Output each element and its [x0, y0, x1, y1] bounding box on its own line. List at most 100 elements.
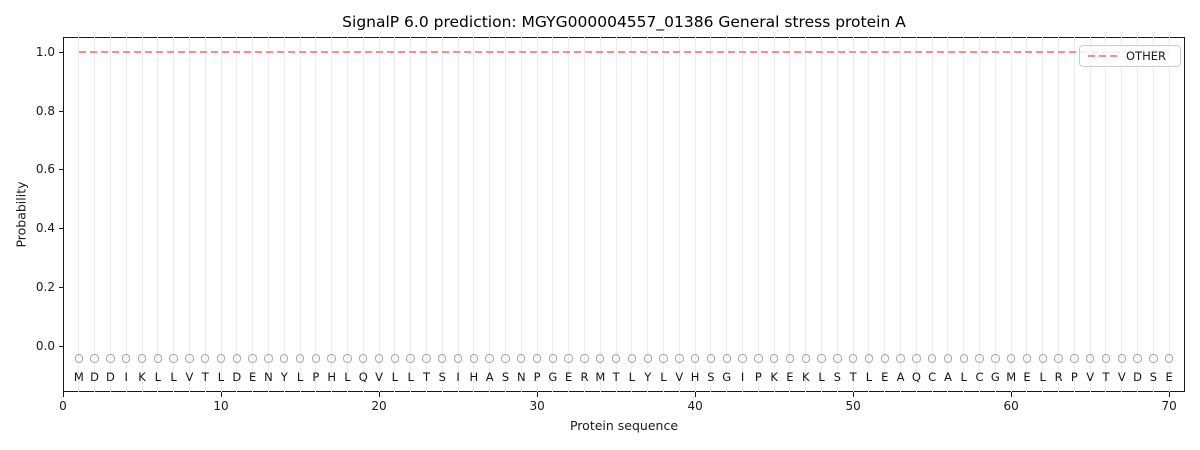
y-tick-label: 0.2 — [35, 280, 55, 295]
sequence-marker — [485, 354, 494, 363]
sequence-marker — [280, 354, 289, 363]
sequence-marker — [627, 354, 637, 363]
sequence-letter: A — [485, 369, 494, 384]
sequence-letter: G — [548, 369, 558, 384]
sequence-marker — [675, 354, 684, 363]
sequence-marker — [153, 354, 162, 363]
gridline — [1026, 37, 1028, 392]
gridline — [1058, 37, 1060, 392]
sequence-letter: T — [849, 369, 857, 384]
sequence-marker — [359, 354, 368, 363]
sequence-letter: G — [990, 369, 1000, 384]
sequence-marker — [580, 354, 589, 363]
gridline — [836, 37, 838, 392]
plot-area — [63, 37, 1185, 392]
gridline — [615, 37, 617, 392]
sequence-marker — [438, 354, 447, 363]
gridline — [299, 37, 301, 392]
gridline — [473, 37, 475, 392]
gridline — [789, 37, 791, 392]
gridline — [204, 37, 206, 392]
y-tick-label: 0.8 — [35, 103, 55, 118]
gridline — [1105, 37, 1107, 392]
sequence-letter: H — [469, 369, 479, 384]
gridline — [742, 37, 744, 392]
x-tick-mark — [536, 392, 538, 397]
sequence-letter: M — [73, 369, 84, 384]
sequence-letter: Y — [280, 369, 288, 384]
gridline — [805, 37, 807, 392]
gridline — [1168, 37, 1170, 392]
gridline — [1073, 37, 1075, 392]
sequence-letter: P — [1070, 369, 1078, 384]
sequence-marker — [564, 354, 573, 363]
x-tick-label: 0 — [59, 399, 67, 413]
gridline — [362, 37, 364, 392]
y-axis-label: Probability — [13, 180, 29, 248]
gridline — [915, 37, 917, 392]
sequence-letter: S — [1149, 369, 1158, 384]
sequence-letter: I — [740, 369, 745, 384]
sequence-letter: V — [185, 369, 194, 384]
gridline — [125, 37, 127, 392]
sequence-marker — [374, 354, 384, 363]
gridline — [963, 37, 965, 392]
legend-label-other: OTHER — [1126, 49, 1166, 63]
gridline — [536, 37, 538, 392]
sequence-letter: C — [928, 369, 937, 384]
sequence-marker — [517, 354, 526, 363]
sequence-letter: S — [833, 369, 841, 384]
sequence-letter: K — [801, 369, 810, 384]
sequence-letter: V — [375, 369, 383, 384]
sequence-marker — [137, 354, 147, 363]
gridline — [441, 37, 443, 392]
gridline — [852, 37, 854, 392]
gridline — [188, 37, 190, 392]
sequence-letter: N — [264, 369, 273, 384]
gridline — [884, 37, 886, 392]
sequence-marker — [738, 354, 747, 363]
sequence-marker — [311, 354, 321, 363]
x-tick-label: 30 — [529, 399, 545, 413]
sequence-marker — [643, 354, 652, 363]
sequence-marker — [769, 354, 779, 363]
sequence-marker — [1054, 354, 1063, 363]
sequence-marker — [959, 354, 968, 363]
sequence-marker — [754, 354, 763, 363]
sequence-marker — [74, 354, 83, 363]
sequence-marker — [659, 354, 668, 363]
sequence-letter: D — [105, 369, 115, 384]
x-tick-mark — [220, 392, 222, 397]
sequence-letter: G — [722, 369, 732, 384]
sequence-letter: I — [124, 369, 128, 384]
gridline — [457, 37, 459, 392]
sequence-marker — [880, 354, 889, 363]
sequence-marker — [501, 354, 510, 363]
sequence-marker — [690, 354, 700, 363]
sequence-letter: D — [90, 369, 100, 384]
sequence-marker — [90, 354, 99, 363]
sequence-marker — [216, 354, 226, 363]
sequence-letter: K — [770, 369, 778, 384]
sequence-letter: L — [865, 369, 873, 384]
x-tick-label: 70 — [1161, 399, 1177, 413]
sequence-marker — [232, 354, 242, 363]
sequence-marker — [975, 354, 984, 363]
sequence-letter: Q — [911, 369, 921, 384]
sequence-letter: N — [516, 369, 526, 384]
sequence-letter: L — [217, 369, 225, 384]
gridline — [489, 37, 491, 392]
sequence-marker — [1133, 354, 1142, 363]
sequence-marker — [722, 354, 731, 363]
sequence-marker — [1022, 354, 1032, 363]
gridline — [979, 37, 981, 392]
sequence-marker — [295, 354, 305, 363]
sequence-marker — [596, 354, 605, 363]
sequence-letter: L — [344, 369, 351, 384]
sequence-marker — [390, 354, 400, 363]
gridline — [173, 37, 175, 392]
gridline — [331, 37, 333, 392]
gridline — [1010, 37, 1012, 392]
sequence-letter: L — [660, 369, 667, 384]
gridline — [220, 37, 222, 392]
